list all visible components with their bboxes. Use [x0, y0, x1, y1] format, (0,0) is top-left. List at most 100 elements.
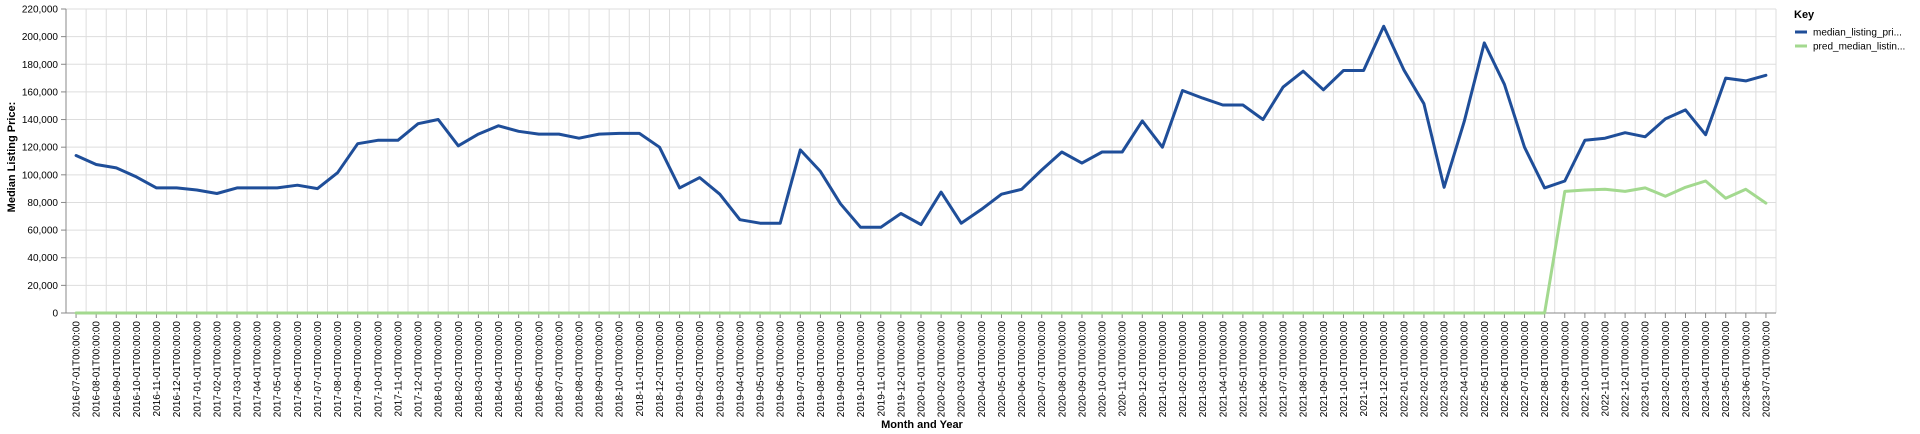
x-tick-label: 2020-12-01T00:00:00 [1138, 321, 1149, 418]
x-tick-label: 2021-03-01T00:00:00 [1198, 321, 1209, 418]
x-tick-label: 2016-10-01T00:00:00 [132, 321, 143, 418]
x-tick-label: 2018-02-01T00:00:00 [454, 321, 465, 418]
series-line-1 [74, 24, 1768, 229]
x-tick-label: 2021-11-01T00:00:00 [1359, 321, 1370, 417]
x-tick-label: 2019-10-01T00:00:00 [856, 321, 867, 418]
x-tick-label: 2016-09-01T00:00:00 [112, 321, 123, 418]
x-tick-label: 2022-05-01T00:00:00 [1480, 321, 1491, 418]
x-tick-label: 2018-05-01T00:00:00 [514, 321, 525, 418]
x-tick-label: 2017-05-01T00:00:00 [273, 321, 284, 418]
x-tick-label: 2022-12-01T00:00:00 [1621, 321, 1632, 418]
x-tick-label: 2019-05-01T00:00:00 [756, 321, 767, 418]
x-axis: 2016-07-01T00:00:00 2016-08-01T00:00:00 20… [66, 312, 1776, 418]
x-tick-label: 2016-12-01T00:00:00 [172, 321, 183, 418]
x-tick-label: 2020-07-01T00:00:00 [1037, 321, 1048, 418]
legend-title: Key [1794, 9, 1815, 21]
x-tick-label: 2017-01-01T00:00:00 [192, 321, 203, 418]
x-tick-label: 2018-06-01T00:00:00 [534, 321, 545, 418]
x-tick-label: 2022-04-01T00:00:00 [1460, 321, 1471, 418]
x-tick-label: 2018-10-01T00:00:00 [615, 321, 626, 418]
x-tick-label: 2018-08-01T00:00:00 [575, 321, 586, 418]
x-tick-label: 2020-10-01T00:00:00 [1098, 321, 1109, 418]
x-tick-label: 2019-04-01T00:00:00 [735, 321, 746, 418]
x-tick-label: 2018-11-01T00:00:00 [635, 321, 646, 417]
x-tick-label: 2020-08-01T00:00:00 [1057, 321, 1068, 418]
x-tick-label: 2022-10-01T00:00:00 [1580, 321, 1591, 418]
x-tick-label: 2020-05-01T00:00:00 [997, 321, 1008, 418]
legend-label: pred_median_listin... [1813, 42, 1905, 53]
y-axis: 0 20,000 40,000 60,000 80,000 100,000 120,000 1… [22, 5, 67, 320]
series-lines [74, 24, 1768, 315]
y-tick-label: 140,000 [22, 115, 59, 126]
y-tick-label: 40,000 [27, 253, 58, 264]
x-tick-label: 2022-08-01T00:00:00 [1540, 321, 1551, 418]
x-tick-label: 2020-04-01T00:00:00 [977, 321, 988, 418]
x-tick-label: 2016-08-01T00:00:00 [92, 321, 103, 418]
y-tick-label: 20,000 [27, 281, 58, 292]
x-tick-label: 2019-08-01T00:00:00 [816, 321, 827, 418]
x-tick-label: 2022-02-01T00:00:00 [1419, 321, 1430, 418]
x-tick-label: 2018-01-01T00:00:00 [434, 321, 445, 418]
x-tick-label: 2023-02-01T00:00:00 [1661, 321, 1672, 418]
x-tick-label: 2022-03-01T00:00:00 [1440, 321, 1451, 418]
x-tick-label: 2021-07-01T00:00:00 [1279, 321, 1290, 418]
x-tick-label: 2019-06-01T00:00:00 [776, 321, 787, 418]
x-tick-label: 2023-07-01T00:00:00 [1761, 321, 1772, 418]
x-tick-label: 2021-10-01T00:00:00 [1339, 321, 1350, 418]
x-tick-label: 2017-12-01T00:00:00 [414, 321, 425, 418]
x-tick-label: 2016-07-01T00:00:00 [72, 321, 83, 418]
x-tick-label: 2019-02-01T00:00:00 [695, 321, 706, 418]
x-tick-label: 2021-08-01T00:00:00 [1299, 321, 1310, 418]
x-tick-label: 2018-03-01T00:00:00 [474, 321, 485, 418]
x-tick-label: 2021-04-01T00:00:00 [1218, 321, 1229, 418]
y-tick-label: 200,000 [22, 32, 59, 43]
x-tick-label: 2023-05-01T00:00:00 [1721, 321, 1732, 418]
legend: Key median_listing_pri... pred_median_lis… [1794, 9, 1905, 53]
x-tick-label: 2017-09-01T00:00:00 [353, 321, 364, 418]
x-tick-label: 2021-06-01T00:00:00 [1259, 321, 1270, 418]
x-tick-label: 2022-06-01T00:00:00 [1500, 321, 1511, 418]
y-tick-label: 160,000 [22, 87, 59, 98]
x-tick-label: 2017-06-01T00:00:00 [293, 321, 304, 418]
x-tick-label: 2018-07-01T00:00:00 [554, 321, 565, 418]
y-axis-title: Median Listing Price: [6, 102, 18, 213]
x-tick-label: 2022-11-01T00:00:00 [1601, 321, 1612, 417]
x-tick-label: 2017-11-01T00:00:00 [393, 321, 404, 417]
x-tick-label: 2019-07-01T00:00:00 [796, 321, 807, 418]
x-tick-label: 2021-02-01T00:00:00 [1178, 321, 1189, 418]
legend-label: median_listing_pri... [1813, 28, 1902, 39]
x-tick-label: 2023-03-01T00:00:00 [1681, 321, 1692, 418]
x-tick-label: 2020-11-01T00:00:00 [1118, 321, 1129, 417]
x-tick-label: 2017-03-01T00:00:00 [233, 321, 244, 418]
gridlines [65, 8, 1777, 314]
x-tick-label: 2023-06-01T00:00:00 [1741, 321, 1752, 418]
x-tick-label: 2019-03-01T00:00:00 [715, 321, 726, 418]
x-tick-label: 2023-01-01T00:00:00 [1641, 321, 1652, 418]
x-tick-label: 2021-09-01T00:00:00 [1319, 321, 1330, 418]
y-tick-label: 120,000 [22, 143, 59, 154]
x-tick-label: 2020-06-01T00:00:00 [1017, 321, 1028, 418]
x-tick-label: 2019-11-01T00:00:00 [876, 321, 887, 417]
x-tick-label: 2017-02-01T00:00:00 [212, 321, 223, 418]
x-tick-label: 2022-01-01T00:00:00 [1399, 321, 1410, 418]
x-tick-label: 2018-04-01T00:00:00 [494, 321, 505, 418]
x-tick-label: 2018-12-01T00:00:00 [655, 321, 666, 418]
y-tick-label: 180,000 [22, 60, 59, 71]
x-tick-label: 2020-09-01T00:00:00 [1077, 321, 1088, 418]
x-tick-label: 2019-01-01T00:00:00 [675, 321, 686, 418]
x-tick-label: 2018-09-01T00:00:00 [595, 321, 606, 418]
y-tick-label: 0 [52, 309, 58, 320]
x-tick-label: 2023-04-01T00:00:00 [1701, 321, 1712, 418]
y-tick-label: 100,000 [22, 170, 59, 181]
x-tick-label: 2016-11-01T00:00:00 [152, 321, 163, 417]
x-tick-label: 2019-12-01T00:00:00 [896, 321, 907, 418]
y-tick-label: 60,000 [27, 226, 58, 237]
series-line-2 [74, 179, 1768, 315]
x-axis-title: Month and Year [881, 419, 963, 431]
x-tick-label: 2021-05-01T00:00:00 [1238, 321, 1249, 418]
y-tick-label: 80,000 [27, 198, 58, 209]
x-tick-label: 2019-09-01T00:00:00 [836, 321, 847, 418]
x-tick-label: 2017-08-01T00:00:00 [333, 321, 344, 418]
x-tick-label: 2017-10-01T00:00:00 [373, 321, 384, 418]
